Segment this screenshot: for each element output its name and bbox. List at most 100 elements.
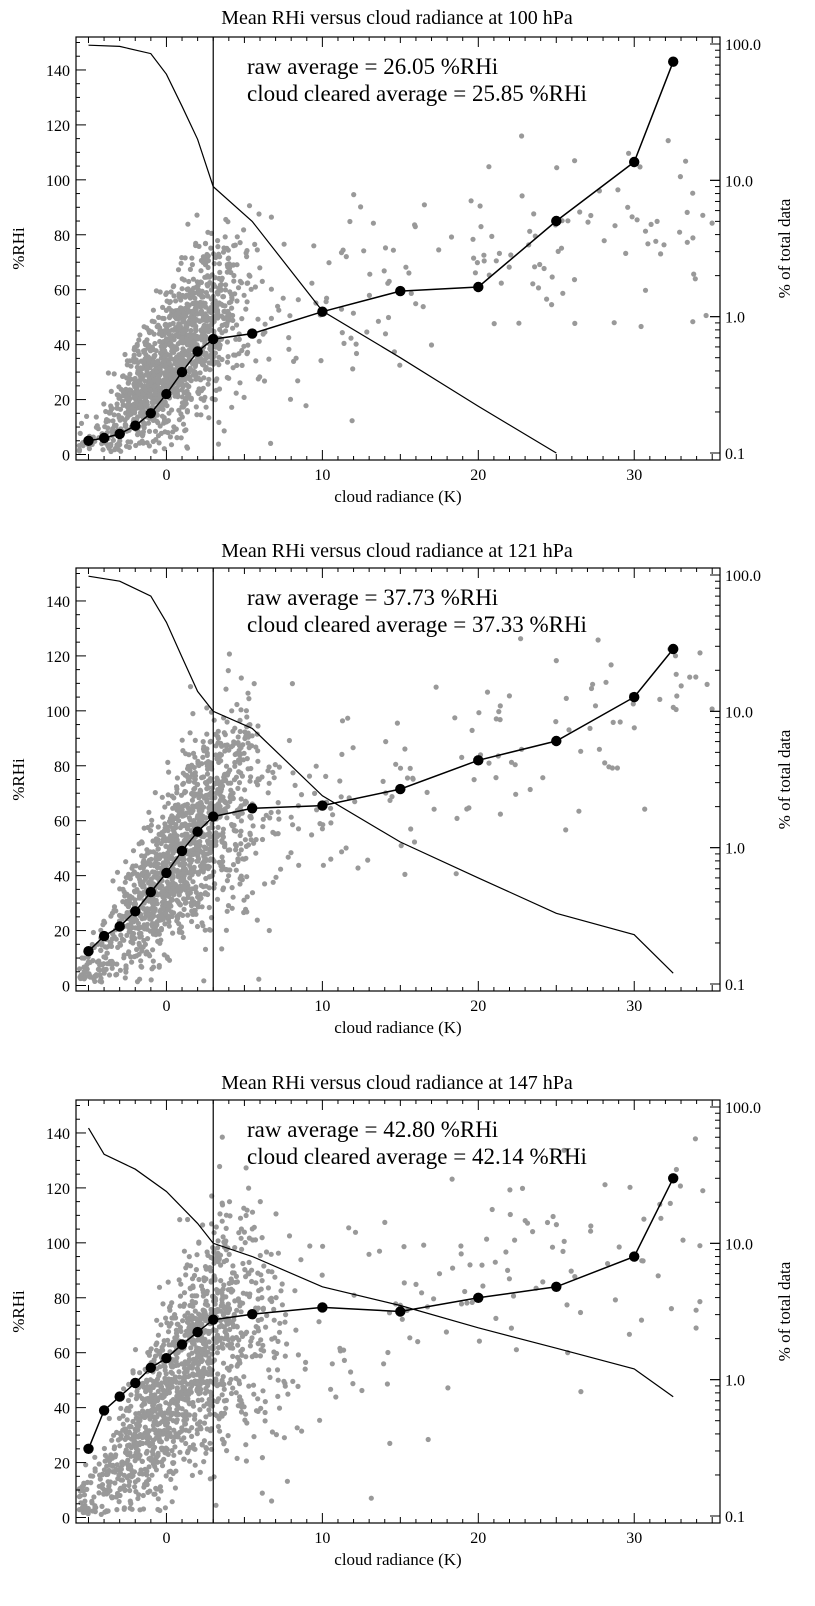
scatter-point bbox=[115, 1476, 121, 1482]
scatter-point bbox=[207, 807, 213, 813]
scatter-point bbox=[202, 1346, 208, 1352]
scatter-point bbox=[192, 770, 198, 776]
scatter-point bbox=[150, 958, 156, 964]
scatter-point bbox=[196, 386, 202, 392]
scatter-point bbox=[236, 851, 242, 857]
scatter-point bbox=[124, 358, 130, 364]
scatter-point bbox=[105, 1479, 111, 1485]
scatter-point bbox=[449, 1176, 455, 1182]
scatter-point bbox=[171, 910, 177, 916]
scatter-point bbox=[125, 439, 131, 445]
scatter-point bbox=[215, 1334, 221, 1340]
scatter-point bbox=[190, 911, 197, 917]
scatter-point bbox=[201, 331, 207, 337]
scatter-point bbox=[192, 322, 198, 328]
scatter-point bbox=[654, 218, 660, 224]
x-tick-label: 30 bbox=[626, 998, 642, 1015]
scatter-point bbox=[212, 298, 218, 304]
scatter-point bbox=[172, 881, 178, 887]
mean-rhi-point bbox=[668, 1173, 679, 1184]
scatter-point bbox=[111, 371, 117, 377]
scatter-point bbox=[144, 440, 150, 446]
scatter-point bbox=[257, 1353, 263, 1359]
scatter-point bbox=[181, 1362, 187, 1368]
scatter-point bbox=[122, 975, 128, 981]
mean-rhi-point bbox=[130, 906, 141, 917]
scatter-point bbox=[246, 1383, 252, 1389]
scatter-point bbox=[496, 709, 502, 715]
scatter-point bbox=[328, 856, 334, 862]
scatter-point bbox=[293, 1327, 299, 1333]
scatter-point bbox=[238, 1409, 245, 1415]
scatter-point bbox=[489, 1206, 495, 1213]
scatter-point bbox=[126, 1482, 132, 1489]
scatter-point bbox=[235, 1342, 241, 1348]
scatter-point bbox=[117, 1486, 123, 1492]
scatter-point bbox=[216, 261, 222, 267]
scatter-point bbox=[202, 1264, 209, 1270]
scatter-point bbox=[247, 1291, 253, 1297]
scatter-point bbox=[169, 407, 175, 413]
x-axis-label: cloud radiance (K) bbox=[334, 487, 461, 506]
scatter-point bbox=[642, 287, 649, 293]
scatter-point bbox=[223, 686, 229, 692]
scatter-point bbox=[245, 690, 251, 696]
scatter-point bbox=[114, 971, 120, 978]
scatter-point bbox=[251, 1434, 257, 1440]
scatter-point bbox=[251, 1224, 257, 1230]
scatter-point bbox=[163, 1315, 169, 1321]
scatter-point bbox=[233, 1390, 239, 1396]
scatter-point bbox=[506, 693, 512, 699]
scatter-point bbox=[159, 413, 165, 419]
scatter-point bbox=[222, 742, 228, 748]
scatter-point bbox=[214, 1309, 220, 1315]
scatter-point bbox=[159, 1419, 165, 1425]
scatter-point bbox=[203, 364, 209, 370]
scatter-point bbox=[700, 212, 706, 218]
scatter-point bbox=[233, 1375, 239, 1381]
scatter-point bbox=[217, 269, 223, 275]
scatter-point bbox=[189, 1314, 196, 1320]
scatter-point bbox=[268, 214, 274, 220]
scatter-point bbox=[229, 404, 235, 410]
chart-panel-1: 0 10 20 300204060801001201400.11.010.0100.0… bbox=[9, 7, 794, 506]
scatter-point bbox=[146, 357, 152, 363]
scatter-point bbox=[173, 1431, 179, 1437]
scatter-point bbox=[143, 906, 149, 912]
scatter-point bbox=[184, 1450, 191, 1456]
scatter-point bbox=[467, 1262, 473, 1268]
scatter-point bbox=[229, 885, 235, 891]
scatter-point bbox=[99, 1472, 105, 1478]
scatter-point bbox=[84, 413, 90, 419]
scatter-point bbox=[156, 931, 162, 937]
scatter-point bbox=[258, 1286, 264, 1292]
scatter-point bbox=[211, 328, 217, 334]
scatter-point bbox=[286, 346, 292, 352]
scatter-point bbox=[225, 1321, 231, 1327]
scatter-point bbox=[102, 1458, 108, 1464]
scatter-point bbox=[197, 1313, 203, 1319]
scatter-point bbox=[276, 816, 282, 822]
scatter-point bbox=[178, 841, 184, 847]
scatter-point bbox=[219, 275, 225, 281]
scatter-point bbox=[192, 1412, 198, 1418]
scatter-point bbox=[259, 1455, 265, 1461]
scatter-point bbox=[160, 1301, 166, 1307]
scatter-point bbox=[169, 890, 175, 896]
scatter-point bbox=[101, 1445, 107, 1452]
scatter-point bbox=[459, 754, 465, 761]
scatter-point bbox=[614, 765, 621, 771]
scatter-point bbox=[130, 408, 136, 414]
scatter-point bbox=[243, 1354, 249, 1360]
scatter-point bbox=[235, 785, 241, 792]
mean-rhi-point bbox=[208, 333, 219, 345]
scatter-point bbox=[208, 844, 214, 850]
scatter-point bbox=[114, 405, 120, 411]
scatter-point bbox=[519, 133, 525, 139]
scatter-point bbox=[243, 855, 249, 861]
scatter-point bbox=[458, 1243, 464, 1249]
scatter-point bbox=[496, 250, 502, 256]
scatter-point bbox=[339, 751, 345, 758]
scatter-point bbox=[145, 824, 151, 831]
scatter-point bbox=[178, 305, 184, 311]
